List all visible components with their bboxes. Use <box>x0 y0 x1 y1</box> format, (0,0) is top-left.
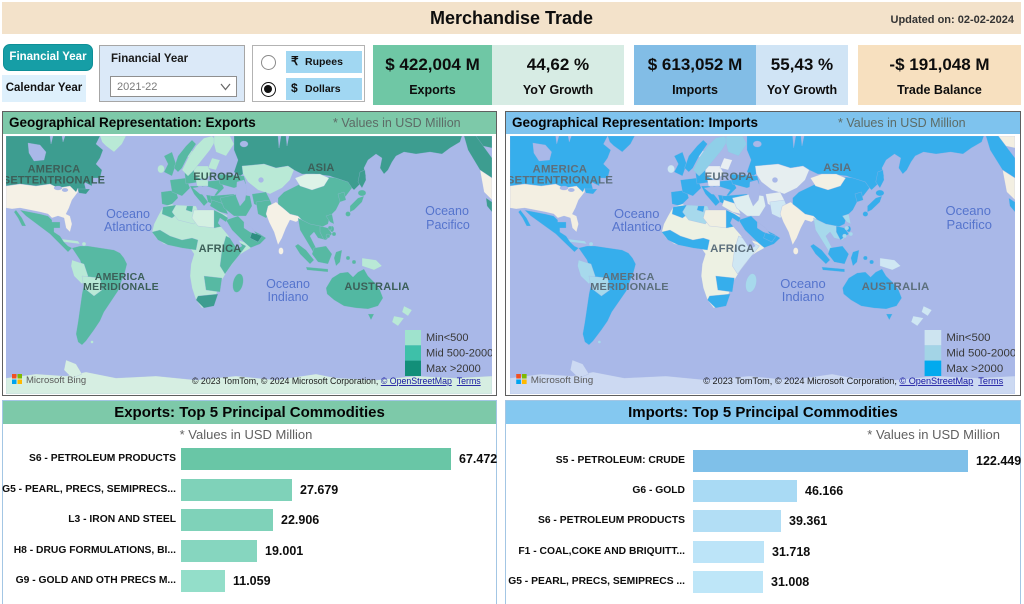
svg-text:EUROPA: EUROPA <box>705 171 754 183</box>
svg-text:AMERICA: AMERICA <box>602 271 654 283</box>
svg-text:AMERICA: AMERICA <box>95 271 146 283</box>
svg-text:EUROPA: EUROPA <box>193 171 240 183</box>
svg-text:© 2023 TomTom, © 2024 Microsof: © 2023 TomTom, © 2024 Microsoft Corporat… <box>192 376 481 386</box>
svg-text:AUSTRALIA: AUSTRALIA <box>344 281 409 293</box>
svg-text:SETTENTRIONALE: SETTENTRIONALE <box>510 175 613 187</box>
svg-text:Oceano: Oceano <box>106 207 150 221</box>
svg-text:Pacifico: Pacifico <box>947 217 992 232</box>
svg-text:AMERICA: AMERICA <box>533 164 588 176</box>
svg-text:Atlantico: Atlantico <box>612 219 662 234</box>
svg-text:ASIA: ASIA <box>307 162 334 174</box>
svg-text:Microsoft Bing: Microsoft Bing <box>26 375 86 386</box>
svg-text:Oceano: Oceano <box>266 277 310 291</box>
svg-text:Oceano: Oceano <box>425 204 469 218</box>
svg-text:AMERICA: AMERICA <box>28 164 81 176</box>
svg-text:Mid 500-2000: Mid 500-2000 <box>426 348 492 360</box>
svg-text:Max >2000: Max >2000 <box>426 363 481 375</box>
svg-text:© 2023 TomTom, © 2024 Microsof: © 2023 TomTom, © 2024 Microsoft Corporat… <box>703 376 1003 386</box>
svg-text:Atlantico: Atlantico <box>104 220 152 234</box>
svg-text:ASIA: ASIA <box>823 162 851 174</box>
svg-text:AUSTRALIA: AUSTRALIA <box>862 281 930 293</box>
svg-text:SETTENTRIONALE: SETTENTRIONALE <box>6 175 105 187</box>
svg-text:AFRICA: AFRICA <box>199 243 242 255</box>
svg-text:Oceano: Oceano <box>946 203 991 218</box>
svg-text:Microsoft Bing: Microsoft Bing <box>531 375 593 386</box>
svg-text:Mid 500-2000: Mid 500-2000 <box>946 348 1015 360</box>
svg-text:Max >2000: Max >2000 <box>946 363 1003 375</box>
svg-text:AFRICA: AFRICA <box>710 243 754 255</box>
svg-text:Indiano: Indiano <box>267 290 308 304</box>
svg-text:Pacifico: Pacifico <box>426 218 470 232</box>
svg-text:Min<500: Min<500 <box>426 332 469 344</box>
svg-text:Min<500: Min<500 <box>946 332 990 344</box>
svg-text:Oceano: Oceano <box>780 276 825 291</box>
svg-text:MERIDIONALE: MERIDIONALE <box>83 281 159 293</box>
svg-text:Indiano: Indiano <box>782 289 825 304</box>
svg-text:Oceano: Oceano <box>614 206 659 221</box>
svg-text:MERIDIONALE: MERIDIONALE <box>590 281 669 293</box>
